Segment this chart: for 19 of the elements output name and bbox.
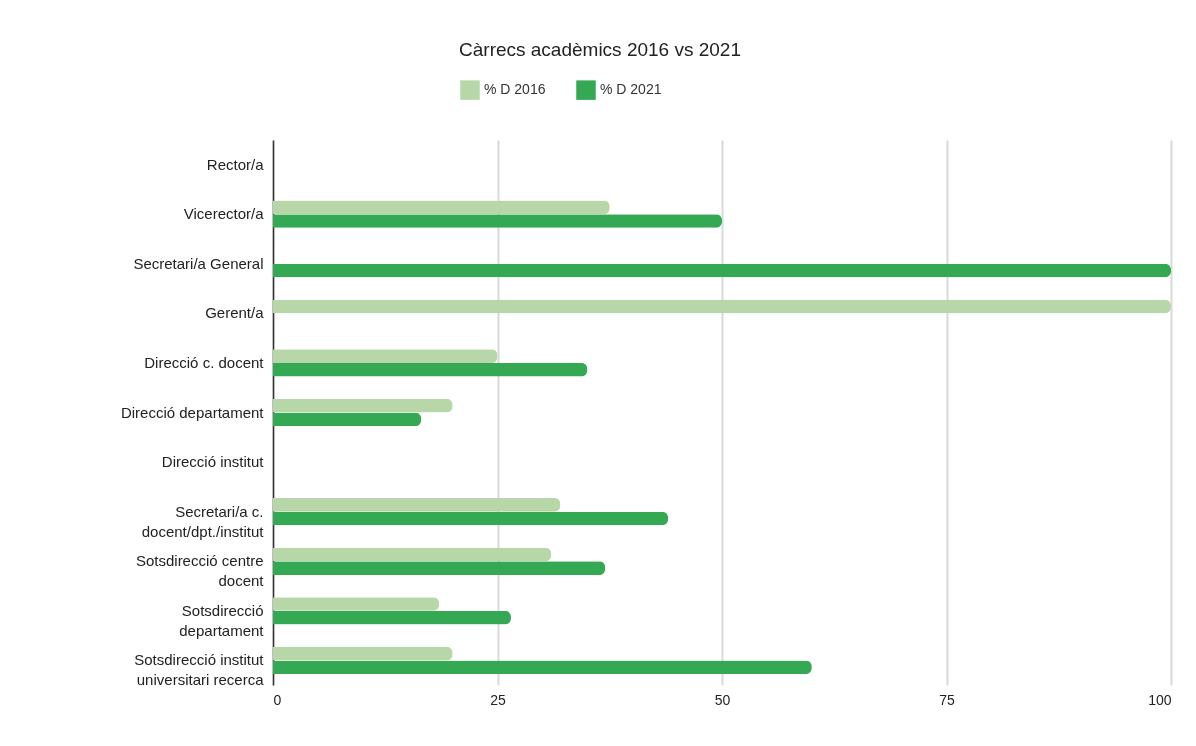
y-tick-label: Secretari/a c. docent/dpt./institut — [141, 502, 265, 540]
y-tick-label: Sotsdirecció institut universitari recerca — [134, 651, 265, 689]
x-tick-label: 100 — [1148, 691, 1172, 708]
y-tick-label: Direcció institut — [161, 453, 265, 471]
y-tick-label: Sotsdirecció departament — [179, 601, 265, 639]
x-tick-label: 50 — [714, 691, 731, 708]
y-tick-label: Direcció c. docent — [144, 353, 265, 371]
y-tick-label: Rector/a — [206, 155, 265, 173]
x-tick-label: 0 — [273, 691, 282, 708]
y-tick-label: Vicerector/a — [183, 205, 265, 223]
y-tick-label: Secretari/a General — [133, 254, 264, 272]
y-tick-label: Gerent/a — [205, 304, 265, 322]
legend-label: % D 2016 — [484, 81, 546, 98]
y-tick-label: Direcció departament — [120, 403, 265, 421]
legend-label: % D 2021 — [600, 81, 662, 98]
x-tick-label: 75 — [939, 691, 955, 708]
x-tick-label: 25 — [490, 691, 506, 708]
y-tick-label: Sotsdirecció centre docent — [135, 552, 265, 590]
chart-title: Càrrecs acadèmics 2016 vs 2021 — [459, 39, 741, 60]
